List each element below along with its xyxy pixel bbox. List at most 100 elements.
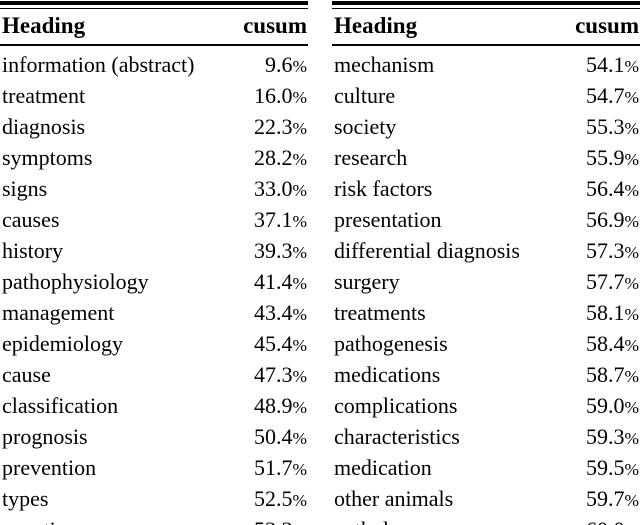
cusum-cell: 50.4% <box>254 423 307 449</box>
cusum-cell: 59.3% <box>586 423 639 449</box>
cusum-cell: 53.3% <box>231 515 308 525</box>
table-row: surgery 57.7% <box>332 267 640 298</box>
heading-cell: causes <box>2 206 60 232</box>
heading-cell: surgery <box>334 268 400 294</box>
percent-sign: % <box>292 180 307 200</box>
header-row: Heading cusum <box>332 8 640 46</box>
cusum-cell: 57.3% <box>586 237 639 263</box>
top-rule-thin <box>332 7 640 9</box>
heading-cell: diagnosis <box>2 113 86 139</box>
percent-sign: % <box>624 304 639 324</box>
percent-sign: % <box>624 211 639 231</box>
percent-sign: % <box>624 118 639 138</box>
cusum-cell: 22.3% <box>254 113 307 139</box>
percent-sign: % <box>293 522 307 525</box>
cusum-cell: 39.3% <box>254 237 307 263</box>
percent-sign: % <box>624 366 639 386</box>
table-row: other animals 59.7% <box>332 484 640 515</box>
percent-sign: % <box>292 118 307 138</box>
cusum-cell: 56.9% <box>586 206 639 232</box>
cusum-cell: 55.3% <box>586 113 639 139</box>
table-row: types 52.5% <box>0 484 308 515</box>
cusum-table-right: Heading cusum mechanism 54.1% culture 54.7%… <box>332 1 640 525</box>
percent-sign: % <box>292 490 307 510</box>
heading-cell: signs <box>2 175 48 201</box>
table-row: history 39.3% <box>0 236 308 267</box>
table-row: information (abstract) 9.6% <box>0 45 308 81</box>
cusum-cell: 41.4% <box>254 268 307 294</box>
table-row: pathology60.0% <box>332 515 640 525</box>
percent-sign: % <box>292 149 307 169</box>
column-header-heading: Heading <box>0 8 231 46</box>
cusum-cell: 48.9% <box>254 392 307 418</box>
percent-sign: % <box>292 211 307 231</box>
heading-cell: information (abstract) <box>2 51 195 77</box>
percent-sign: % <box>624 149 639 169</box>
table-row: causes 37.1% <box>0 205 308 236</box>
cusum-cell: 45.4% <box>254 330 307 356</box>
table-row: characteristics 59.3% <box>332 422 640 453</box>
heading-cell: other animals <box>334 485 454 511</box>
cusum-cell: 52.5% <box>254 485 307 511</box>
table-row: symptoms 28.2% <box>0 143 308 174</box>
cusum-cell: 37.1% <box>254 206 307 232</box>
percent-sign: % <box>624 242 639 262</box>
percent-sign: % <box>624 335 639 355</box>
percent-sign: % <box>624 180 639 200</box>
percent-sign: % <box>292 459 307 479</box>
heading-cell: pathophysiology <box>2 268 149 294</box>
table-row: epidemiology 45.4% <box>0 329 308 360</box>
table-row: medication 59.5% <box>332 453 640 484</box>
heading-cell: culture <box>334 82 396 108</box>
table-body: mechanism 54.1% culture 54.7% society 55.3% re… <box>332 45 640 525</box>
table-row: presentation 56.9% <box>332 205 640 236</box>
heading-cell: cause <box>2 361 51 387</box>
table-row: signs 33.0% <box>0 174 308 205</box>
cusum-cell: 47.3% <box>254 361 307 387</box>
percent-sign: % <box>624 428 639 448</box>
cusum-cell: 59.5% <box>586 454 639 480</box>
heading-cell: characteristics <box>334 423 460 449</box>
cusum-cell: 59.0% <box>586 392 639 418</box>
heading-cell: presentation <box>334 206 442 232</box>
heading-cell: research <box>334 144 408 170</box>
header-row: Heading cusum <box>0 8 308 46</box>
percent-sign: % <box>292 335 307 355</box>
heading-cell: medications <box>334 361 441 387</box>
percent-sign: % <box>292 242 307 262</box>
table-row: diagnosis 22.3% <box>0 112 308 143</box>
percent-sign: % <box>625 522 639 525</box>
top-rule-thick <box>0 1 308 5</box>
column-header-cusum: cusum <box>230 8 308 46</box>
heading-cell: society <box>334 113 397 139</box>
percent-sign: % <box>624 490 639 510</box>
percent-sign: % <box>624 56 639 76</box>
headings-cusum-table: Heading cusum information (abstract) 9.6%… <box>0 8 308 525</box>
percent-sign: % <box>624 87 639 107</box>
percent-sign: % <box>292 366 307 386</box>
cusum-cell: 56.4% <box>586 175 639 201</box>
cusum-cell: 9.6% <box>265 51 307 77</box>
heading-cell: treatment <box>2 82 86 108</box>
cusum-cell: 54.1% <box>586 51 639 77</box>
table-row: pathophysiology 41.4% <box>0 267 308 298</box>
heading-cell: management <box>2 299 115 325</box>
cusum-cell: 60.0% <box>561 515 640 525</box>
heading-cell: classification <box>2 392 119 418</box>
cusum-cell: 43.4% <box>254 299 307 325</box>
table-row: culture 54.7% <box>332 81 640 112</box>
cusum-cell: 58.4% <box>586 330 639 356</box>
cusum-cell: 59.7% <box>586 485 639 511</box>
table-row: prevention 51.7% <box>0 453 308 484</box>
table-row: medications 58.7% <box>332 360 640 391</box>
cusum-cell: 58.1% <box>586 299 639 325</box>
column-header-cusum: cusum <box>560 8 640 46</box>
table-row: cause 47.3% <box>0 360 308 391</box>
percent-sign: % <box>624 459 639 479</box>
top-rule-thin <box>0 7 308 9</box>
table-row: treatment 16.0% <box>0 81 308 112</box>
top-rule-thick <box>332 1 640 5</box>
heading-cell: medication <box>334 454 432 480</box>
heading-cell: complications <box>334 392 458 418</box>
